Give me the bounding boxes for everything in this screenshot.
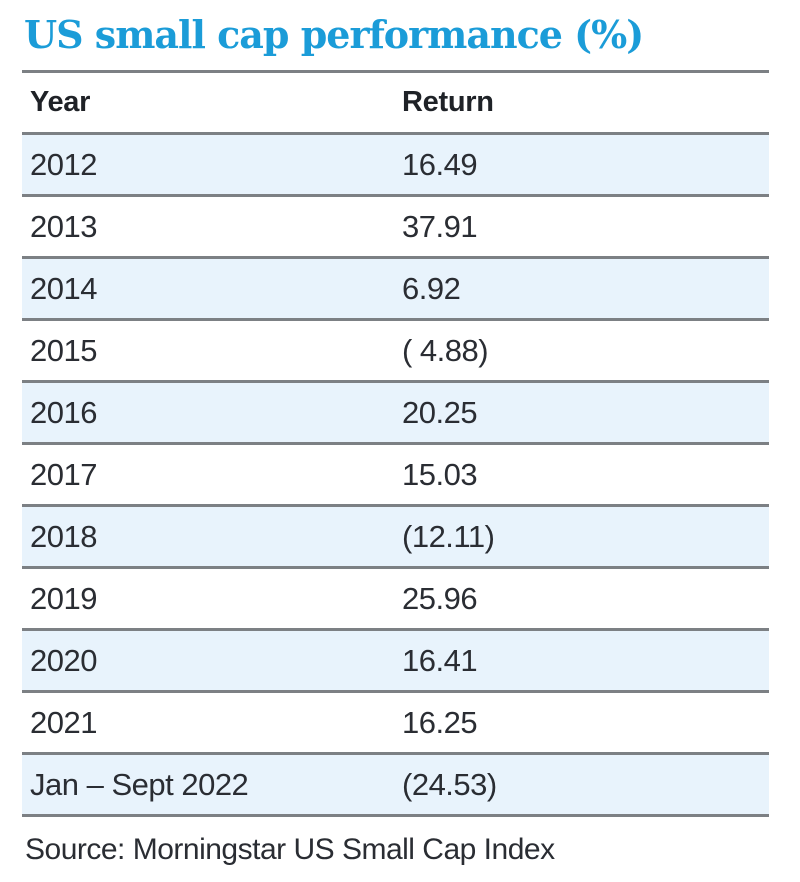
page-title: US small cap performance (%) [24,12,644,57]
table-row: 2016 20.25 [22,380,769,442]
year-cell: 2012 [30,146,97,182]
return-cell: (12.11) [402,518,495,554]
year-cell: 2020 [30,642,97,678]
table-row: 2017 15.03 [22,442,769,504]
year-cell: 2013 [30,208,97,244]
table-row: 2015 ( 4.88) [22,318,769,380]
year-cell: 2014 [30,270,97,306]
return-cell: 37.91 [402,208,478,244]
source-note: Source: Morningstar US Small Cap Index [25,833,555,866]
return-cell: 16.41 [402,642,478,678]
return-cell: (24.53) [402,766,497,802]
return-cell: 15.03 [402,456,478,492]
year-cell: 2019 [30,580,97,616]
year-cell: 2017 [30,456,97,492]
table-row: 2012 16.49 [22,132,769,194]
return-cell: 20.25 [402,394,478,430]
table-row: Jan – Sept 2022 (24.53) [22,752,769,814]
performance-table: Year Return 2012 16.49 2013 37.91 2014 6… [22,70,769,817]
year-cell: 2016 [30,394,97,430]
column-header-year: Year [30,86,91,118]
return-cell: ( 4.88) [402,332,489,368]
table-row: 2013 37.91 [22,194,769,256]
year-cell: 2015 [30,332,97,368]
table-row: 2021 16.25 [22,690,769,752]
table-row: 2018 (12.11) [22,504,769,566]
return-cell: 16.49 [402,146,478,182]
return-cell: 16.25 [402,704,478,740]
year-cell: 2021 [30,704,97,740]
return-cell: 6.92 [402,270,461,306]
year-cell: Jan – Sept 2022 [30,766,249,802]
table-row: 2014 6.92 [22,256,769,318]
table-row: 2020 16.41 [22,628,769,690]
table-header-row: Year Return [22,73,769,132]
table-row: 2019 25.96 [22,566,769,628]
return-cell: 25.96 [402,580,478,616]
column-header-return: Return [402,86,494,118]
year-cell: 2018 [30,518,97,554]
